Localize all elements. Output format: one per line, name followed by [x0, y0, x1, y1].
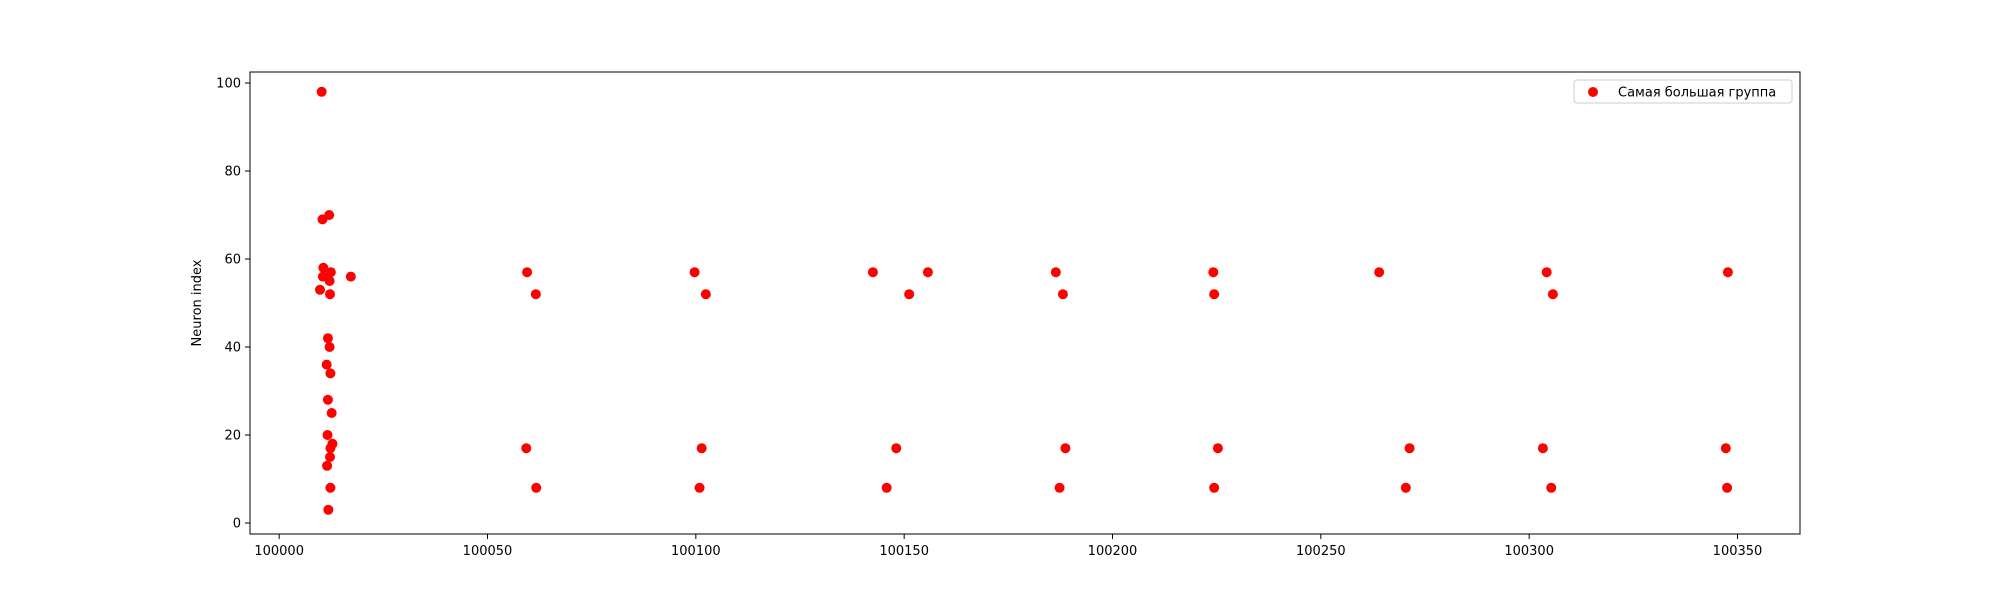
data-point	[1400, 482, 1411, 493]
data-point	[324, 276, 335, 286]
legend-frame	[1573, 79, 1793, 104]
data-point	[521, 443, 532, 454]
x-tick-label: 100000	[254, 544, 304, 559]
data-point	[1722, 267, 1733, 278]
data-point	[325, 443, 336, 454]
data-point	[326, 408, 337, 418]
data-point	[1057, 289, 1068, 300]
y-axis: 0 20 40 60 80 100	[216, 77, 250, 532]
data-point	[324, 342, 335, 352]
data-point	[522, 267, 533, 278]
data-point	[904, 289, 915, 300]
data-point	[315, 284, 325, 295]
data-point	[867, 267, 878, 278]
y-tick-label: 60	[224, 253, 241, 268]
y-tick-label: 100	[216, 77, 241, 92]
data-point	[1547, 289, 1558, 300]
data-point	[1054, 482, 1065, 493]
x-axis: 100000 100050 100100 100150 100200 100250 1003…	[254, 534, 1762, 559]
data-point	[1722, 482, 1733, 493]
data-point	[1720, 443, 1731, 454]
data-point	[891, 443, 902, 454]
legend-marker	[1588, 87, 1598, 97]
x-tick-label: 100300	[1504, 544, 1554, 559]
x-tick-label: 100200	[1088, 544, 1138, 559]
y-axis-label: Neuron index	[190, 259, 205, 346]
data-point	[1209, 289, 1220, 300]
x-tick-label: 100050	[463, 544, 513, 559]
data-point	[922, 267, 933, 278]
data-point	[1050, 267, 1061, 278]
y-tick-label: 80	[224, 165, 241, 180]
x-tick-label: 100350	[1713, 544, 1763, 559]
data-point	[325, 452, 335, 462]
y-tick-label: 20	[224, 429, 241, 444]
x-tick-label: 100250	[1296, 544, 1346, 559]
data-point	[881, 482, 892, 493]
data-point	[323, 504, 334, 515]
data-point	[322, 394, 333, 405]
plot-frame	[249, 71, 1801, 535]
data-point	[700, 289, 711, 300]
data-point	[1546, 482, 1557, 493]
data-point	[689, 267, 700, 278]
data-point	[530, 289, 541, 300]
data-point	[325, 368, 336, 379]
data-point	[1060, 443, 1071, 454]
legend-entry-label: Самая большая группа	[1618, 86, 1776, 101]
data-point	[316, 86, 327, 97]
data-point	[531, 482, 542, 493]
data-point	[1404, 443, 1415, 454]
data-point	[1374, 267, 1385, 278]
legend: Самая большая группа	[1573, 79, 1793, 104]
data-point	[322, 460, 333, 471]
data-point	[1541, 267, 1552, 278]
data-point	[1212, 443, 1223, 454]
data-point	[1537, 443, 1548, 454]
data-point	[322, 430, 333, 440]
data-points	[315, 86, 1733, 515]
data-point	[325, 267, 336, 278]
data-point	[345, 271, 356, 282]
data-point	[317, 214, 328, 225]
data-point	[325, 289, 335, 300]
x-tick-label: 100100	[671, 544, 721, 559]
data-point	[325, 482, 336, 493]
data-point	[1209, 482, 1220, 493]
data-point	[694, 482, 705, 493]
x-tick-label: 100150	[879, 544, 929, 559]
y-tick-label: 0	[233, 517, 241, 532]
y-tick-label: 40	[224, 341, 241, 356]
data-point	[696, 443, 707, 454]
data-point	[321, 359, 332, 370]
data-point	[318, 262, 329, 273]
data-point	[322, 333, 333, 344]
data-point	[1208, 267, 1219, 278]
